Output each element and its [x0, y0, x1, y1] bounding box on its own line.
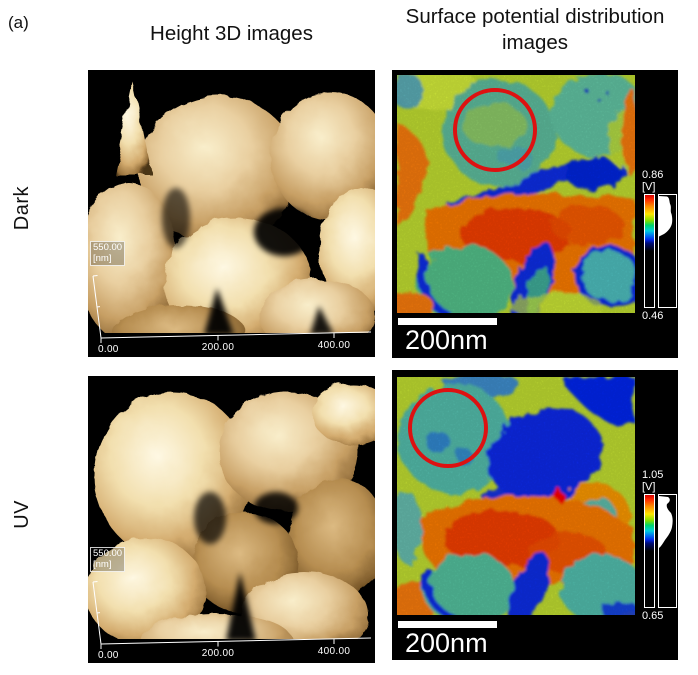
terrain-shadow-crevices [194, 492, 298, 639]
z-max-value: 550.00 [93, 242, 123, 253]
annotation-circle-uv [408, 388, 488, 468]
height-3d-panel-dark: 550.00 [nm] 0.00 200.00 400.00 [88, 70, 375, 357]
surface-potential-image-dark [397, 75, 635, 313]
z-max-value: 550.00 [93, 548, 123, 559]
colorscale-max-uv: 1.05 [642, 469, 664, 481]
x-tick-0: 0.00 [98, 650, 119, 661]
afm-height-3d-image-uv [88, 376, 375, 663]
colorscale-gradient-bar-uv [644, 494, 655, 608]
height-terrain-grains [88, 384, 375, 639]
colorscale-min-dark: 0.46 [642, 310, 664, 322]
colorscale-max-dark: 0.86 [642, 169, 664, 181]
row-label-uv: UV [11, 500, 33, 529]
figure-label: (a) [8, 13, 29, 32]
x-tick-200: 200.00 [201, 648, 235, 659]
noise-texture [397, 75, 635, 313]
z-axis-label: 550.00 [nm] [90, 241, 126, 266]
scale-bar-label-uv: 200nm [405, 628, 488, 658]
colorscale-unit-dark: [V] [642, 181, 656, 193]
xyz-axis-lines [92, 275, 372, 343]
afm-height-3d-image-dark [88, 70, 375, 357]
z-unit: [nm] [93, 559, 112, 571]
height-3d-panel-uv: 550.00 [nm] 0.00 200.00 400.00 [88, 376, 375, 663]
x-tick-0: 0.00 [98, 344, 119, 355]
colorscale-min-uv: 0.65 [642, 610, 664, 622]
row-label-dark: Dark [11, 186, 33, 231]
colorscale-unit-uv: [V] [642, 481, 656, 493]
colorscale-gradient-bar-dark [644, 194, 655, 308]
height-terrain-grains [88, 82, 375, 333]
histogram-shape-uv [659, 496, 673, 548]
terrain-shadow-crevices [162, 188, 333, 333]
surface-potential-panel-uv: 200nm 1.05 [V] 0.65 [392, 370, 678, 660]
scale-bar-dark [398, 318, 497, 325]
surface-potential-image-uv [397, 377, 635, 615]
x-tick-200: 200.00 [201, 342, 235, 353]
xyz-axis-lines [92, 581, 372, 649]
z-unit: [nm] [93, 253, 112, 265]
scale-bar-uv [398, 621, 497, 628]
scale-bar-label-dark: 200nm [405, 325, 488, 355]
colorscale-histogram-dark [658, 194, 677, 308]
column-header-potential: Surface potential distribution images [405, 5, 665, 55]
surface-potential-panel-dark: 200nm 0.86 [V] 0.46 [392, 70, 678, 358]
x-tick-400: 400.00 [317, 340, 351, 351]
histogram-shape-dark [659, 196, 673, 237]
x-tick-400: 400.00 [317, 646, 351, 657]
colorscale-histogram-uv [658, 494, 677, 608]
z-axis-label: 550.00 [nm] [90, 547, 126, 572]
noise-texture [397, 377, 635, 615]
annotation-circle-dark [453, 88, 537, 172]
column-header-height: Height 3D images [150, 22, 313, 45]
